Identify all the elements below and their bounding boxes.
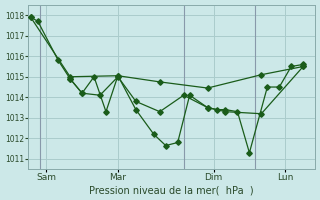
X-axis label: Pression niveau de la mer(  hPa  ): Pression niveau de la mer( hPa )	[89, 185, 254, 195]
